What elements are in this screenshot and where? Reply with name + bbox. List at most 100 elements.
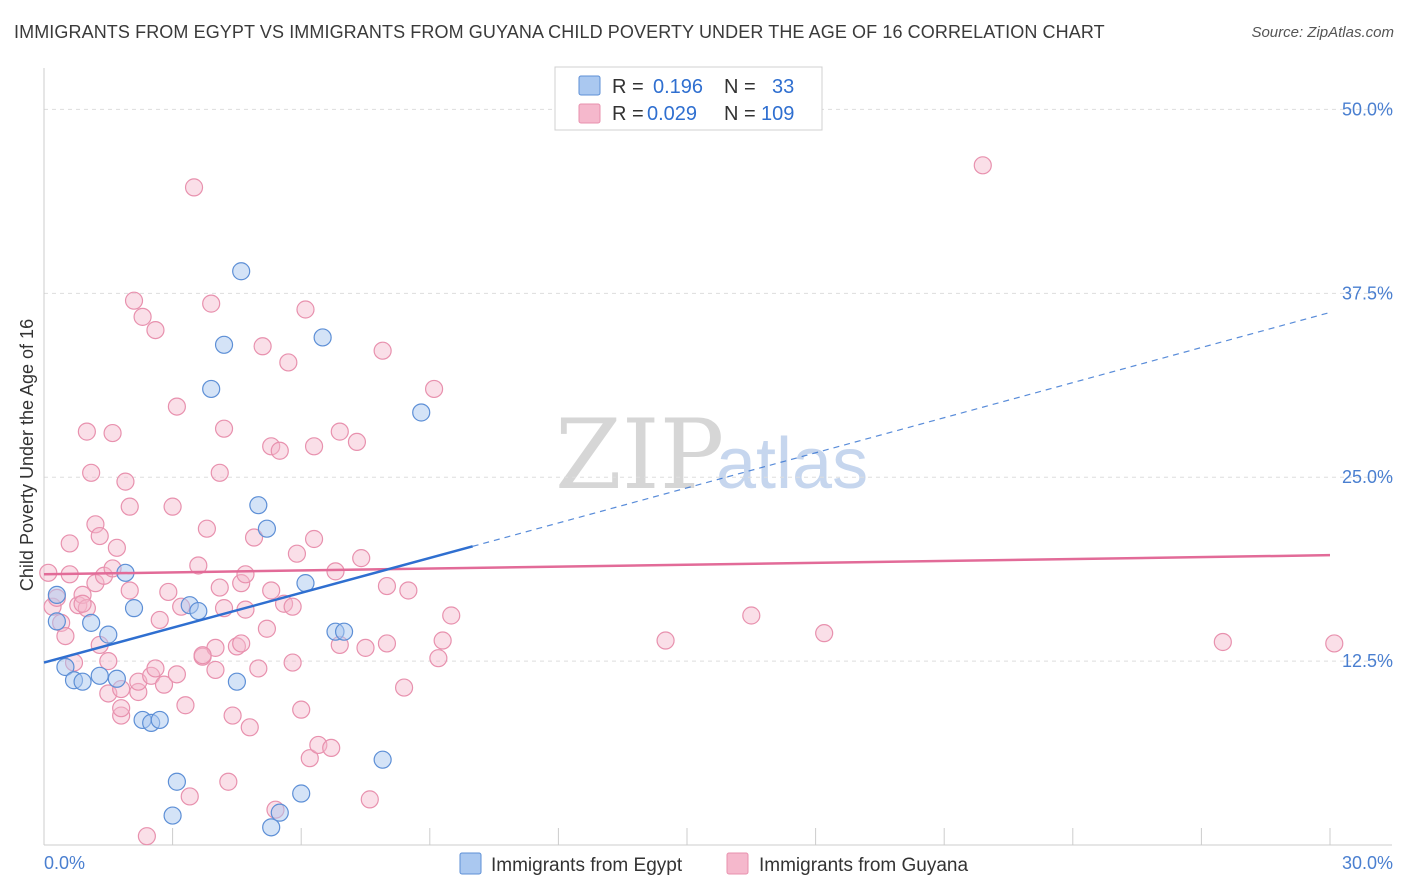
guyana-point-62 [253,337,272,356]
series-legend: Immigrants from Egypt Immigrants from Gu… [459,852,968,876]
guyana-point-108 [146,659,165,678]
watermark-atlas: atlas [716,424,868,504]
guyana-point-96 [973,156,992,175]
x-tick-label-1: 30.0% [1342,853,1393,873]
source-credit: Source: ZipAtlas.com [1251,24,1394,41]
guyana-point-92 [442,606,461,625]
guyana-point-60 [244,528,264,547]
guyana-n-value: 109 [761,103,794,125]
egypt-point-24 [270,803,289,822]
guyana-point-71 [287,544,307,563]
guyana-point-100 [73,594,92,613]
guyana-point-49 [210,578,229,597]
egypt-point-31 [412,403,431,422]
egypt-point-17 [202,379,221,399]
guyana-point-106 [377,576,397,596]
egypt-trend-line [43,545,473,664]
guyana-point-82 [352,549,371,568]
guyana-point-63 [257,619,277,638]
egypt-point-32 [163,806,182,825]
egypt-point-29 [334,622,354,641]
guyana-point-35 [154,675,174,694]
legend-guyana-label: Immigrants from Guyana [759,855,968,876]
guyana-point-41 [180,787,199,806]
y-axis-label: Child Poverty Under the Age of 16 [17,319,37,591]
guyana-point-15 [90,526,109,546]
egypt-trend-dashed [472,311,1331,547]
guyana-point-0 [39,563,58,582]
guyana-point-4 [56,626,75,646]
egypt-point-27 [313,328,332,347]
guyana-point-10 [77,422,96,441]
guyana-point-83 [356,638,375,657]
guyana-point-17 [99,652,118,671]
guyana-point-85 [373,341,392,360]
guyana-point-98 [1325,634,1344,653]
guyana-trend-line [43,553,1331,576]
guyana-point-70 [283,597,302,616]
guyana-legend-swatch [578,103,601,124]
egypt-r-label: R = [612,76,644,98]
y-tick-label-0: 12.5% [1342,651,1393,671]
guyana-point-22 [112,706,131,725]
guyana-point-24 [116,472,135,491]
guyana-point-65 [262,437,281,456]
guyana-point-45 [197,519,216,538]
tick-labels: 12.5% 25.0% 37.5% 50.0% 0.0% 30.0% [44,99,1393,873]
guyana-point-33 [146,320,165,340]
guyana-point-37 [167,665,186,684]
legend-egypt-label: Immigrants from Egypt [491,855,683,876]
guyana-point-28 [129,682,148,702]
guyana-point-19 [103,423,122,443]
egypt-point-23 [262,818,281,837]
guyana-point-89 [424,379,444,399]
chart-title: IMMIGRANTS FROM EGYPT VS IMMIGRANTS FROM… [14,22,1105,42]
guyana-point-107 [112,699,131,718]
guyana-point-91 [433,631,452,650]
guyana-point-50 [210,463,229,482]
egypt-point-1 [47,612,66,631]
egypt-point-8 [107,669,126,688]
egypt-point-10 [124,599,144,618]
egypt-point-22 [257,519,277,538]
guyana-point-74 [300,749,319,768]
y-tick-label-3: 50.0% [1342,99,1393,119]
guyana-point-59 [240,718,259,737]
egypt-point-6 [90,666,109,685]
guyana-point-81 [347,432,367,452]
guyana-n-label: N = [724,103,756,125]
guyana-point-43 [189,556,208,575]
guyana-point-25 [120,497,139,516]
guyana-point-73 [296,300,315,319]
axes [43,68,1392,846]
guyana-point-12 [82,463,101,482]
trend-lines [43,545,1331,664]
guyana-point-67 [270,441,289,460]
guyana-point-86 [377,634,397,653]
egypt-point-13 [150,710,169,730]
guyana-point-21 [107,538,126,557]
guyana-r-label: R = [612,103,644,125]
guyana-point-90 [429,649,448,668]
guyana-point-42 [184,178,204,197]
guyana-point-57 [232,634,251,653]
guyana-point-77 [322,738,341,758]
guyana-point-94 [742,606,761,625]
egypt-point-2 [56,657,75,677]
guyana-point-5 [60,534,79,553]
legend-guyana-swatch [726,852,749,875]
egypt-r-value: 0.196 [653,76,703,98]
y-tick-label-2: 37.5% [1342,283,1393,303]
guyana-point-78 [326,562,345,581]
guyana-point-38 [167,397,186,416]
guyana-point-53 [219,772,238,791]
guyana-point-47 [206,660,225,680]
egypt-point-4 [73,672,92,691]
guyana-point-105 [304,529,324,549]
guyana-point-34 [150,610,169,630]
guyana-point-84 [360,790,379,809]
gridlines [44,108,1392,662]
egypt-point-7 [99,625,118,644]
guyana-point-103 [193,646,212,665]
egypt-point-5 [82,613,101,632]
